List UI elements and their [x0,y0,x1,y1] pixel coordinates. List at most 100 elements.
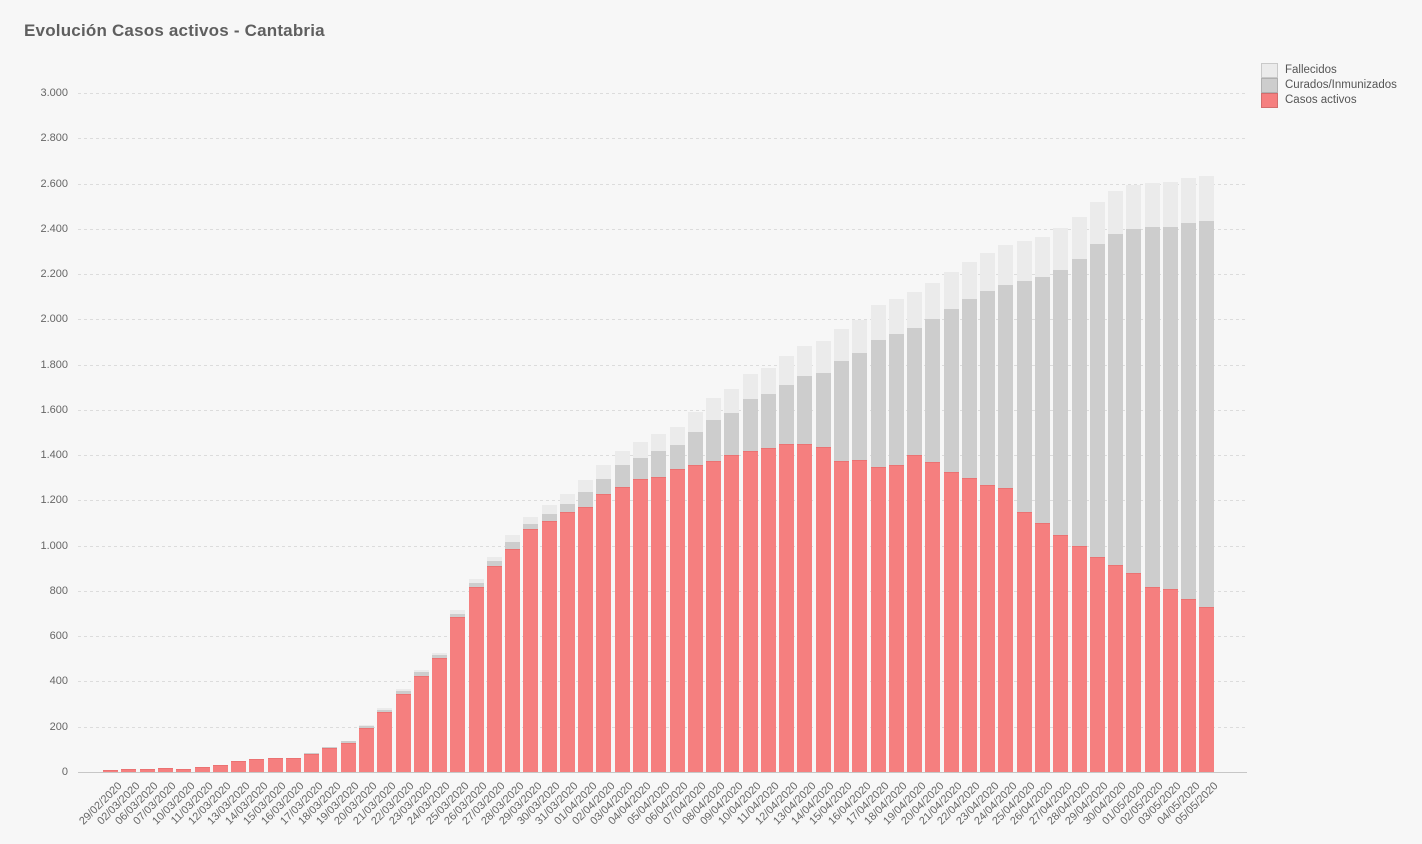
bar-segment-activos [103,769,119,772]
bar-group[interactable] [614,450,630,772]
y-axis-tick-label: 800 [49,584,68,597]
legend-item-fallecidos[interactable]: Fallecidos [1261,63,1397,78]
legend-item-curados[interactable]: Curados/Inmunizados [1261,78,1397,93]
bar-segment-curados [377,710,393,712]
bar-group[interactable] [413,670,429,772]
bar-segment-curados [834,361,849,461]
bar-segment-curados [358,726,374,728]
bar-group[interactable] [815,341,831,772]
bar-group[interactable] [1034,236,1050,772]
bar-segment-fallecidos [559,493,575,504]
bar-group[interactable] [249,759,265,772]
bar-group[interactable] [285,757,301,772]
bar-segment-curados [633,457,649,479]
bar-segment-activos [852,459,868,772]
bar-segment-fallecidos [724,389,740,413]
bar-group[interactable] [377,708,393,772]
y-axis-tick-label: 1.400 [40,449,68,462]
bar-segment-activos [706,460,722,772]
bar-group[interactable] [212,764,228,772]
bar-group[interactable] [1126,184,1142,772]
bar-segment-fallecidos [340,740,356,742]
bar-segment-activos [596,493,612,772]
bar-segment-fallecidos [1108,191,1124,235]
bar-group[interactable] [1071,217,1087,772]
bar-group[interactable] [1108,191,1124,772]
bar-group[interactable] [194,767,210,772]
bar-group[interactable] [1162,182,1178,772]
bar-group[interactable] [706,398,722,772]
bar-group[interactable] [505,535,521,772]
bar-group[interactable] [468,579,484,772]
bar-segment-activos [1016,511,1032,772]
bar-segment-activos [559,511,575,772]
bar-group[interactable] [1199,176,1215,772]
bar-group[interactable] [559,493,575,772]
bar-group[interactable] [980,252,996,772]
bar-group[interactable] [596,465,612,772]
gridline [78,364,1247,366]
bar-group[interactable] [340,740,356,772]
bar-group[interactable] [121,769,137,772]
bar-segment-curados [614,465,630,487]
bar-group[interactable] [486,556,502,772]
bar-segment-curados [523,524,539,529]
bar-group[interactable] [961,261,977,772]
bar-group[interactable] [450,610,466,772]
bar-segment-activos [998,487,1014,772]
bar-group[interactable] [139,768,155,772]
bar-group[interactable] [578,480,594,772]
bar-group[interactable] [633,441,649,772]
bar-group[interactable] [651,433,667,772]
bar-group[interactable] [888,298,904,772]
bar-group[interactable] [267,757,283,772]
y-axis-tick-label: 2.800 [40,132,68,145]
bar-group[interactable] [943,271,959,772]
bar-segment-fallecidos [815,341,831,373]
bar-group[interactable] [395,689,411,772]
bar-group[interactable] [834,328,849,772]
bar-group[interactable] [687,412,703,772]
bar-group[interactable] [925,283,941,772]
bar-group[interactable] [742,374,758,772]
bar-group[interactable] [760,367,776,772]
bar-segment-curados [1181,223,1197,599]
bar-group[interactable] [724,389,740,772]
bar-group[interactable] [797,345,813,772]
bar-group[interactable] [322,746,338,772]
bar-segment-activos [943,472,959,772]
bar-group[interactable] [432,652,448,772]
bar-group[interactable] [176,769,192,772]
bar-group[interactable] [870,305,886,772]
bar-group[interactable] [231,761,247,772]
bar-group[interactable] [669,426,685,772]
bar-group[interactable] [541,504,557,772]
bar-group[interactable] [852,319,868,772]
bar-segment-activos [249,759,265,772]
bar-segment-fallecidos [870,305,886,340]
bar-segment-activos [760,447,776,772]
legend-item-casos-activos[interactable]: Casos activos [1261,93,1397,108]
legend-label: Casos activos [1285,94,1357,106]
bar-group[interactable] [1053,228,1069,772]
bar-group[interactable] [358,724,374,772]
bar-group[interactable] [1144,183,1160,772]
bar-group[interactable] [304,752,320,772]
x-axis-line [78,772,1247,773]
bar-group[interactable] [779,355,795,772]
bar-group[interactable] [158,767,173,772]
bar-group[interactable] [1016,241,1032,772]
bar-group[interactable] [998,245,1014,772]
bar-group[interactable] [907,292,923,772]
bar-segment-activos [633,478,649,772]
y-axis-tick-label: 2.200 [40,268,68,281]
bar-group[interactable] [103,769,119,772]
bar-segment-activos [888,464,904,772]
bar-segment-activos [1144,587,1160,772]
bar-segment-activos [139,768,155,772]
bar-group[interactable] [1181,178,1197,772]
bar-segment-activos [687,465,703,772]
bar-group[interactable] [523,516,539,772]
bar-segment-activos [212,764,228,772]
bar-group[interactable] [1089,201,1105,772]
